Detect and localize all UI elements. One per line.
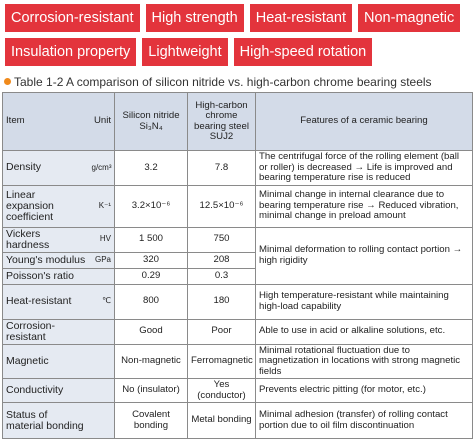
item-cell: Density — [2, 150, 89, 186]
header-cell: Item — [2, 92, 89, 151]
feature-cell: Prevents electric pitting (for motor, et… — [255, 378, 473, 403]
header-cell: Silicon nitride Si₃N₄ — [114, 92, 188, 151]
value-cell: 0.3 — [187, 267, 256, 285]
table-row: Poisson's ratio 0.29 0.3 — [2, 267, 473, 285]
caption: Table 1-2 A comparison of silicon nitrid… — [4, 75, 432, 89]
unit-cell — [88, 402, 115, 439]
item-cell: Status of material bonding — [2, 402, 89, 439]
item-cell: Heat-resistant — [2, 283, 89, 320]
unit-cell: GPa — [88, 251, 115, 269]
value-cell: 208 — [187, 251, 256, 269]
value-cell: Non-magnetic — [114, 343, 188, 379]
header-cell: High-carbon chrome bearing steel SUJ2 — [187, 92, 256, 151]
item-cell: Linear expansion coefficient — [2, 184, 89, 228]
header-cell: Unit — [88, 92, 115, 151]
item-cell: Young's modulus — [2, 251, 89, 269]
feature-cell: Minimal change in internal clearance due… — [255, 184, 473, 228]
table-row: Magnetic Non-magnetic Ferromagnetic Minimal… — [2, 343, 473, 379]
feature-cell: Minimal deformation to rolling contact p… — [255, 226, 473, 285]
unit-cell: ℃ — [88, 283, 115, 320]
tag-list: Corrosion-resistant High strength Heat-res… — [5, 4, 471, 66]
value-cell: Good — [114, 318, 188, 345]
tag: Heat-resistant — [249, 4, 353, 32]
value-cell: 320 — [114, 251, 188, 269]
comparison-table: Item Unit Silicon nitride Si₃N₄ High-carb… — [2, 92, 473, 439]
value-cell: 800 — [114, 283, 188, 320]
tag: Lightweight — [142, 38, 228, 66]
header-row: Item Unit Silicon nitride Si₃N₄ High-carb… — [2, 92, 473, 151]
table-row: Corrosion-resistant Good Poor Able to use i… — [2, 318, 473, 345]
item-cell: Corrosion-resistant — [2, 318, 89, 345]
value-cell: Poor — [187, 318, 256, 345]
item-cell: Poisson's ratio — [2, 267, 89, 285]
table-row: Vickers hardness HV 1 500 750 Minimal deform… — [2, 226, 473, 285]
header-formula: SUJ2 — [209, 131, 234, 142]
table-row: Status of material bonding Covalent bondi… — [2, 402, 473, 439]
unit-cell: g/cm³ — [88, 150, 115, 186]
value-cell: Metal bonding — [187, 402, 256, 439]
value-cell: 0.29 — [114, 267, 188, 285]
unit-cell — [88, 343, 115, 379]
value-cell: 180 — [187, 283, 256, 320]
header-formula: Si₃N₄ — [139, 120, 163, 132]
value-cell: 7.8 — [187, 150, 256, 186]
unit-cell — [88, 267, 115, 285]
unit-cell — [88, 378, 115, 403]
unit-cell: HV — [88, 226, 115, 253]
table-row: Density g/cm³ 3.2 7.8 The centrifugal force … — [2, 150, 473, 186]
table-row: Heat-resistant ℃ 800 180 High temperature-re… — [2, 283, 473, 320]
header-text: High-carbon chrome bearing steel — [194, 99, 249, 132]
value-cell: 750 — [187, 226, 256, 253]
feature-cell: The centrifugal force of the rolling ele… — [255, 150, 473, 186]
item-cell: Vickers hardness — [2, 226, 89, 253]
value-cell: 3.2 — [114, 150, 188, 186]
bullet — [4, 78, 11, 85]
item-cell: Magnetic — [2, 343, 89, 379]
tag: High-speed rotation — [233, 38, 373, 66]
table-row: Linear expansion coefficient K⁻¹ 3.2×10⁻⁶ 1… — [2, 184, 473, 228]
caption-text: Table 1-2 A comparison of silicon nitrid… — [14, 75, 432, 89]
header-text: Silicon nitride — [122, 110, 180, 121]
value-cell: Ferromagnetic — [187, 343, 256, 379]
tag: Corrosion-resistant — [5, 4, 140, 32]
feature-cell: Able to use in acid or alkaline solution… — [255, 318, 473, 345]
table-row: Conductivity No (insulator) Yes (conductor… — [2, 378, 473, 403]
value-cell: 12.5×10⁻⁶ — [187, 184, 256, 228]
feature-cell: Minimal rotational fluctuation due to ma… — [255, 343, 473, 379]
value-cell: Covalent bonding — [114, 402, 188, 439]
value-cell: Yes (conductor) — [187, 378, 256, 403]
value-cell: No (insulator) — [114, 378, 188, 403]
value-cell: 1 500 — [114, 226, 188, 253]
feature-cell: High temperature-resistant while maintai… — [255, 283, 473, 320]
unit-cell: K⁻¹ — [88, 184, 115, 228]
tag: High strength — [145, 4, 244, 32]
unit-cell — [88, 318, 115, 345]
tag: Non-magnetic — [358, 4, 461, 32]
value-cell: 3.2×10⁻⁶ — [114, 184, 188, 228]
item-cell: Conductivity — [2, 378, 89, 403]
header-cell: Features of a ceramic bearing — [255, 92, 473, 151]
feature-cell: Minimal adhesion (transfer) of rolling c… — [255, 402, 473, 439]
page: Corrosion-resistant High strength Heat-res… — [2, 4, 473, 439]
tag: Insulation property — [5, 38, 137, 66]
